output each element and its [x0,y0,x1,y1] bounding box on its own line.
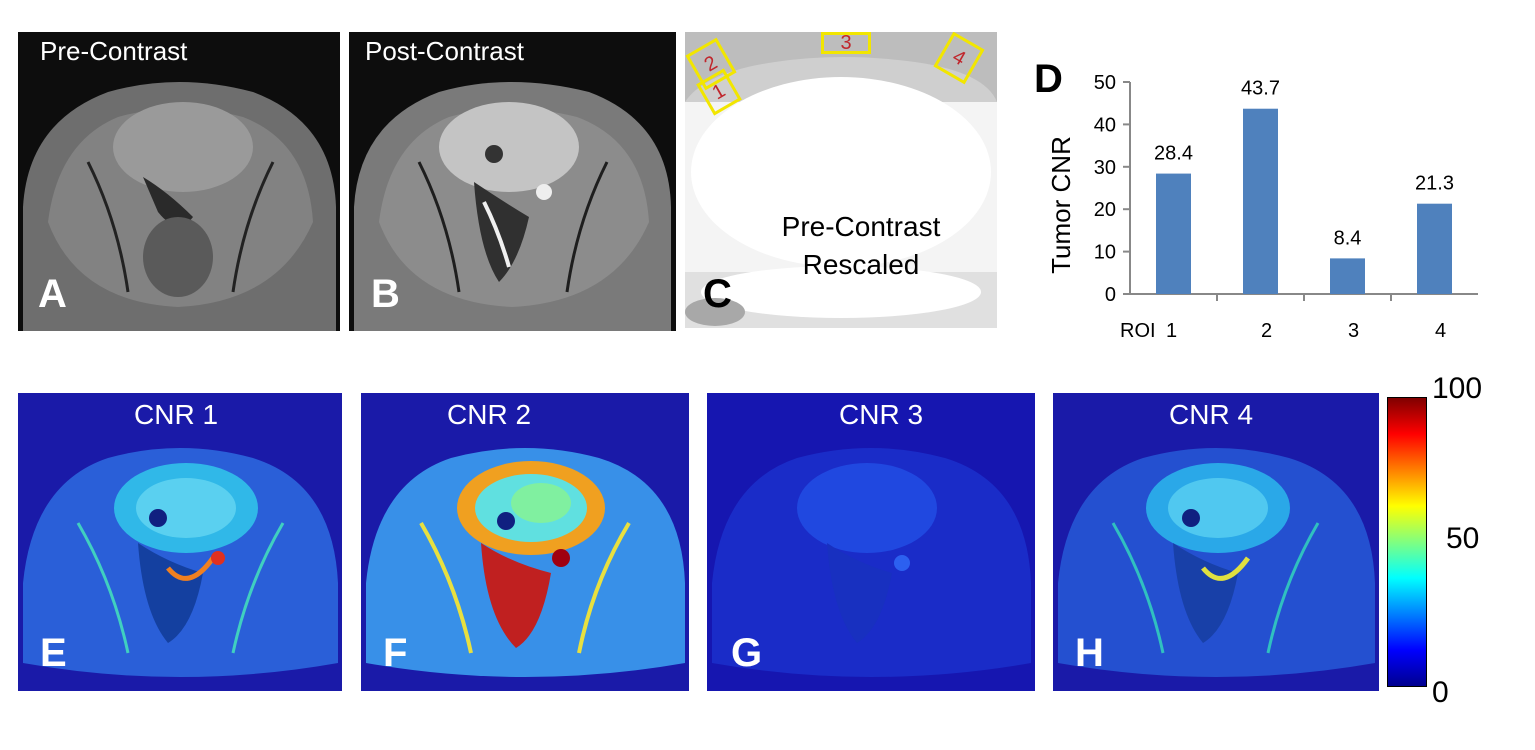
bar-value-label: 21.3 [1415,173,1454,195]
panel-c-label: C [703,272,732,316]
cnr1-map-image [18,393,342,691]
y-tick-label: 0 [1105,284,1116,306]
panel-b-post-contrast: Post-Contrast B [349,32,676,331]
roi-box-3: 3 [821,32,871,54]
panel-a-pre-contrast: Pre-Contrast A [18,32,340,331]
panel-b-title: Post-Contrast [365,36,524,66]
panel-f-label: F [383,631,408,675]
y-tick-label: 50 [1094,72,1116,94]
panel-e-title: CNR 1 [134,399,219,430]
panel-c-text: Pre-Contrast Rescaled [711,208,997,284]
x-axis-label: ROI [1120,320,1156,342]
bar-value-label: 28.4 [1154,143,1193,165]
x-category-label: 3 [1348,320,1359,342]
cnr3-map-image [707,393,1035,691]
cnr2-map-image [361,393,689,691]
panel-a-label: A [38,272,67,316]
y-tick-label: 30 [1094,157,1116,179]
colorbar-mid-label: 50 [1446,522,1480,555]
panel-c-text-line2: Rescaled [802,249,920,280]
post-contrast-mri-image [349,32,676,331]
pre-contrast-mri-image [18,32,340,331]
x-category-label: 1 [1166,320,1177,342]
y-tick-label: 10 [1094,242,1116,264]
roi-3-label: 3 [840,32,852,54]
panel-h-cnr4-map: CNR 4 H [1053,393,1379,691]
panel-h-title: CNR 4 [1169,399,1254,430]
rescaled-mri-image [685,32,997,328]
panel-g-cnr3-map: CNR 3 G [707,393,1035,691]
bar-roi-3 [1330,258,1365,294]
cnr4-map-image [1053,393,1379,691]
roi-1-label: 1 [708,79,730,105]
bar-value-label: 8.4 [1334,227,1362,249]
y-axis-label: Tumor CNR [1046,136,1076,274]
panel-h-label: H [1075,631,1104,675]
panel-e-label: E [40,631,67,675]
panel-g-label: G [731,631,763,675]
bar-roi-1 [1156,173,1191,294]
bar-roi-2 [1243,108,1278,294]
panel-a-title: Pre-Contrast [40,36,188,66]
x-category-label: 4 [1435,320,1446,342]
panel-d-label: D [1034,57,1063,101]
panel-e-cnr1-map: CNR 1 E [18,393,342,691]
colorbar-min-label: 0 [1432,676,1449,709]
panel-b-label: B [371,272,400,316]
panel-g-title: CNR 3 [839,399,924,430]
panel-c-pre-contrast-rescaled: 2 1 3 4 Pre-Contrast Rescaled C [685,32,997,328]
panel-f-cnr2-map: CNR 2 F [361,393,689,691]
y-tick-label: 40 [1094,114,1116,136]
panel-f-title: CNR 2 [447,399,532,430]
roi-4-label: 4 [948,45,970,71]
colorbar-max-label: 100 [1432,372,1483,405]
y-tick-label: 20 [1094,199,1116,221]
colorbar [1387,397,1427,687]
panel-c-text-line1: Pre-Contrast [781,211,941,242]
x-category-label: 2 [1261,320,1272,342]
bar-value-label: 43.7 [1241,78,1280,100]
bar-roi-4 [1417,203,1452,294]
